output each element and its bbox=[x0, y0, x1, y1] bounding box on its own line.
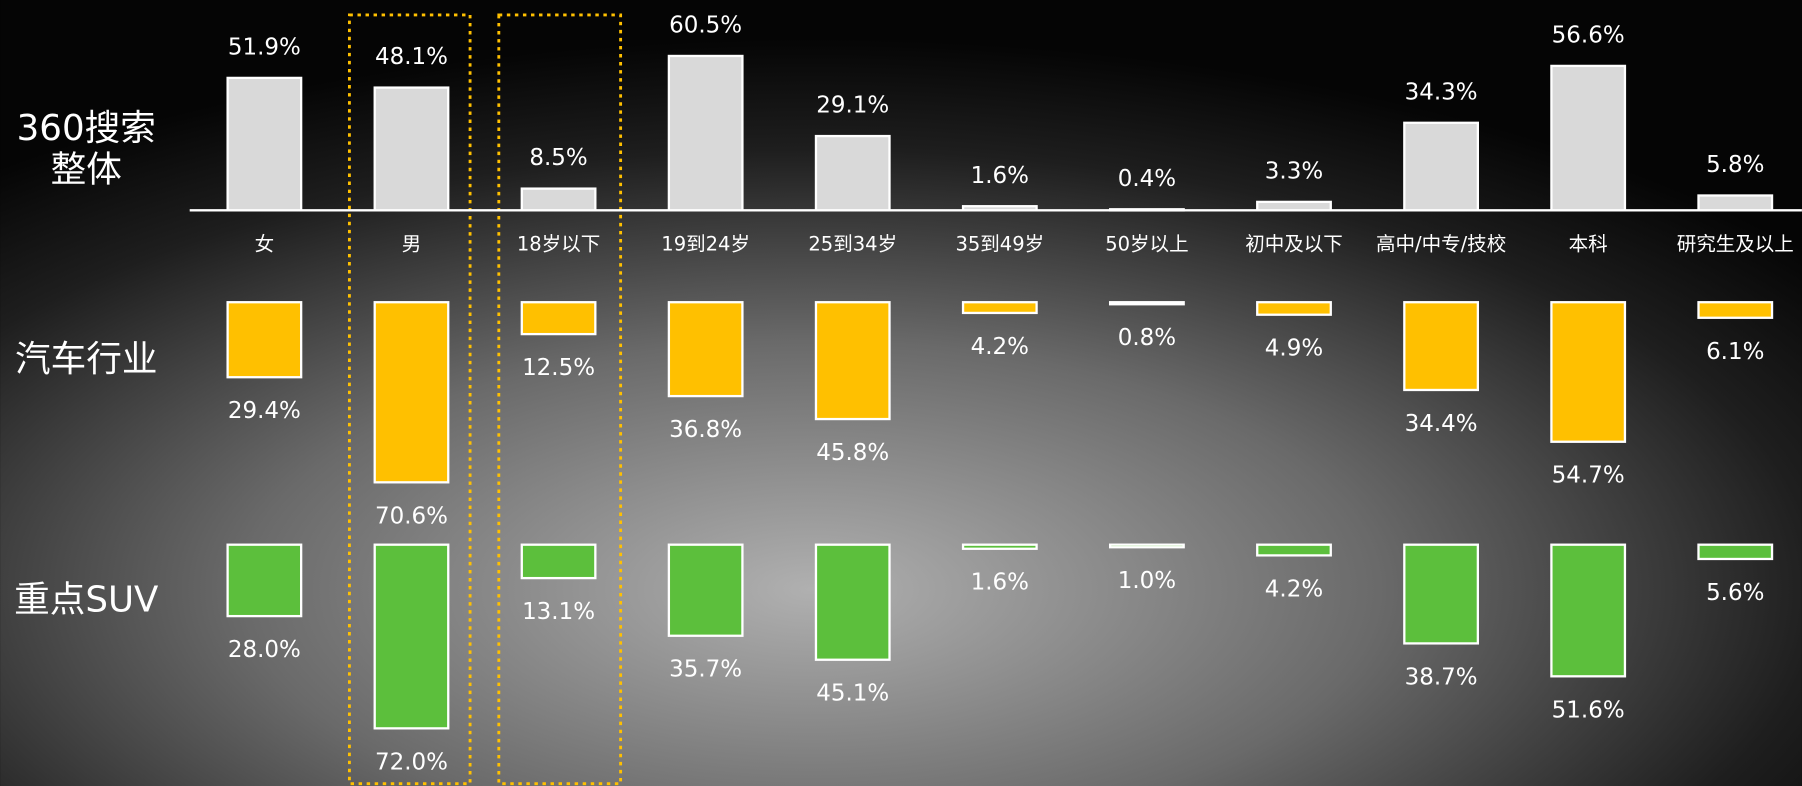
x-tick-label: 18岁以下 bbox=[517, 232, 600, 255]
value-label: 29.1% bbox=[816, 93, 889, 119]
x-tick-label: 高中/中专/技校 bbox=[1376, 232, 1506, 255]
value-label: 29.4% bbox=[228, 398, 301, 424]
bar bbox=[228, 545, 302, 616]
bar bbox=[375, 88, 449, 211]
bar bbox=[1110, 302, 1184, 304]
bar bbox=[1404, 302, 1478, 390]
x-tick-label: 研究生及以上 bbox=[1677, 232, 1794, 255]
bar bbox=[816, 302, 890, 419]
value-label: 45.1% bbox=[816, 681, 889, 707]
value-label: 0.8% bbox=[1118, 325, 1176, 351]
value-label: 34.4% bbox=[1405, 411, 1478, 437]
bar bbox=[963, 302, 1037, 313]
value-label: 54.7% bbox=[1552, 463, 1625, 489]
value-label: 45.8% bbox=[816, 440, 889, 466]
x-tick-label: 50岁以上 bbox=[1105, 232, 1188, 255]
value-label: 3.3% bbox=[1265, 158, 1323, 184]
value-label: 4.2% bbox=[1265, 576, 1323, 602]
bar bbox=[522, 189, 596, 211]
x-tick-label: 本科 bbox=[1569, 232, 1608, 255]
bar bbox=[375, 302, 449, 482]
bar bbox=[1698, 195, 1772, 210]
bar bbox=[522, 545, 596, 578]
bar bbox=[963, 206, 1037, 210]
bar bbox=[1257, 302, 1331, 315]
x-tick-label: 初中及以下 bbox=[1245, 232, 1343, 255]
row-label: 汽车行业 bbox=[13, 339, 159, 380]
bar bbox=[375, 545, 449, 729]
bar bbox=[816, 545, 890, 660]
value-label: 60.5% bbox=[669, 13, 742, 39]
value-label: 1.6% bbox=[971, 163, 1029, 189]
value-label: 5.8% bbox=[1706, 152, 1764, 178]
value-label: 35.7% bbox=[669, 657, 742, 683]
row-label: 重点SUV bbox=[13, 579, 159, 620]
x-tick-label: 男 bbox=[402, 232, 422, 255]
bar bbox=[1551, 66, 1625, 210]
x-tick-label: 19到24岁 bbox=[661, 232, 750, 255]
value-label: 8.5% bbox=[529, 145, 587, 171]
bar bbox=[1404, 123, 1478, 211]
bar bbox=[1698, 545, 1772, 559]
bar bbox=[228, 78, 302, 210]
value-label: 70.6% bbox=[375, 503, 448, 529]
x-tick-label: 35到49岁 bbox=[955, 232, 1044, 255]
bar bbox=[1551, 302, 1625, 442]
value-label: 6.1% bbox=[1706, 339, 1764, 365]
bar bbox=[669, 56, 743, 210]
value-label: 4.9% bbox=[1265, 336, 1323, 362]
x-tick-label: 25到34岁 bbox=[808, 232, 897, 255]
value-label: 51.9% bbox=[228, 35, 301, 61]
row-label: 360搜索整体 bbox=[13, 108, 159, 191]
row-label-box: 汽车行业 bbox=[0, 314, 172, 406]
chart: 女 男 18岁以下 19到24岁 25到34岁 35到49岁 50岁以上 初中及以下 高中/中专… bbox=[0, 0, 1802, 786]
value-label: 34.3% bbox=[1405, 79, 1478, 105]
value-label: 1.0% bbox=[1118, 568, 1176, 594]
bar bbox=[669, 545, 743, 636]
value-label: 38.7% bbox=[1405, 664, 1478, 690]
row-label-box: 重点SUV bbox=[0, 554, 172, 646]
value-label: 4.2% bbox=[971, 334, 1029, 360]
value-label: 13.1% bbox=[522, 599, 595, 625]
value-label: 36.8% bbox=[669, 417, 742, 443]
value-label: 12.5% bbox=[522, 355, 595, 381]
value-label: 72.0% bbox=[375, 749, 448, 775]
value-label: 56.6% bbox=[1552, 23, 1625, 49]
bar bbox=[816, 136, 890, 210]
bar bbox=[963, 545, 1037, 549]
value-label: 0.4% bbox=[1118, 166, 1176, 192]
bar bbox=[1698, 302, 1772, 318]
value-label: 48.1% bbox=[375, 44, 448, 70]
page: {"chart_data":{"type":"bar", "categories… bbox=[0, 0, 1802, 786]
bar bbox=[1110, 209, 1184, 210]
bar bbox=[522, 302, 596, 334]
x-tick-label: 女 bbox=[255, 232, 275, 255]
bar bbox=[228, 302, 302, 377]
bar bbox=[1551, 545, 1625, 677]
bar bbox=[1110, 545, 1184, 548]
bar bbox=[1404, 545, 1478, 644]
bar bbox=[669, 302, 743, 396]
bar bbox=[1257, 545, 1331, 556]
value-label: 1.6% bbox=[971, 570, 1029, 596]
value-label: 28.0% bbox=[228, 637, 301, 663]
value-label: 5.6% bbox=[1706, 580, 1764, 606]
bar bbox=[1257, 202, 1331, 210]
value-label: 51.6% bbox=[1552, 697, 1625, 723]
row-label-box: 360搜索整体 bbox=[0, 103, 172, 195]
